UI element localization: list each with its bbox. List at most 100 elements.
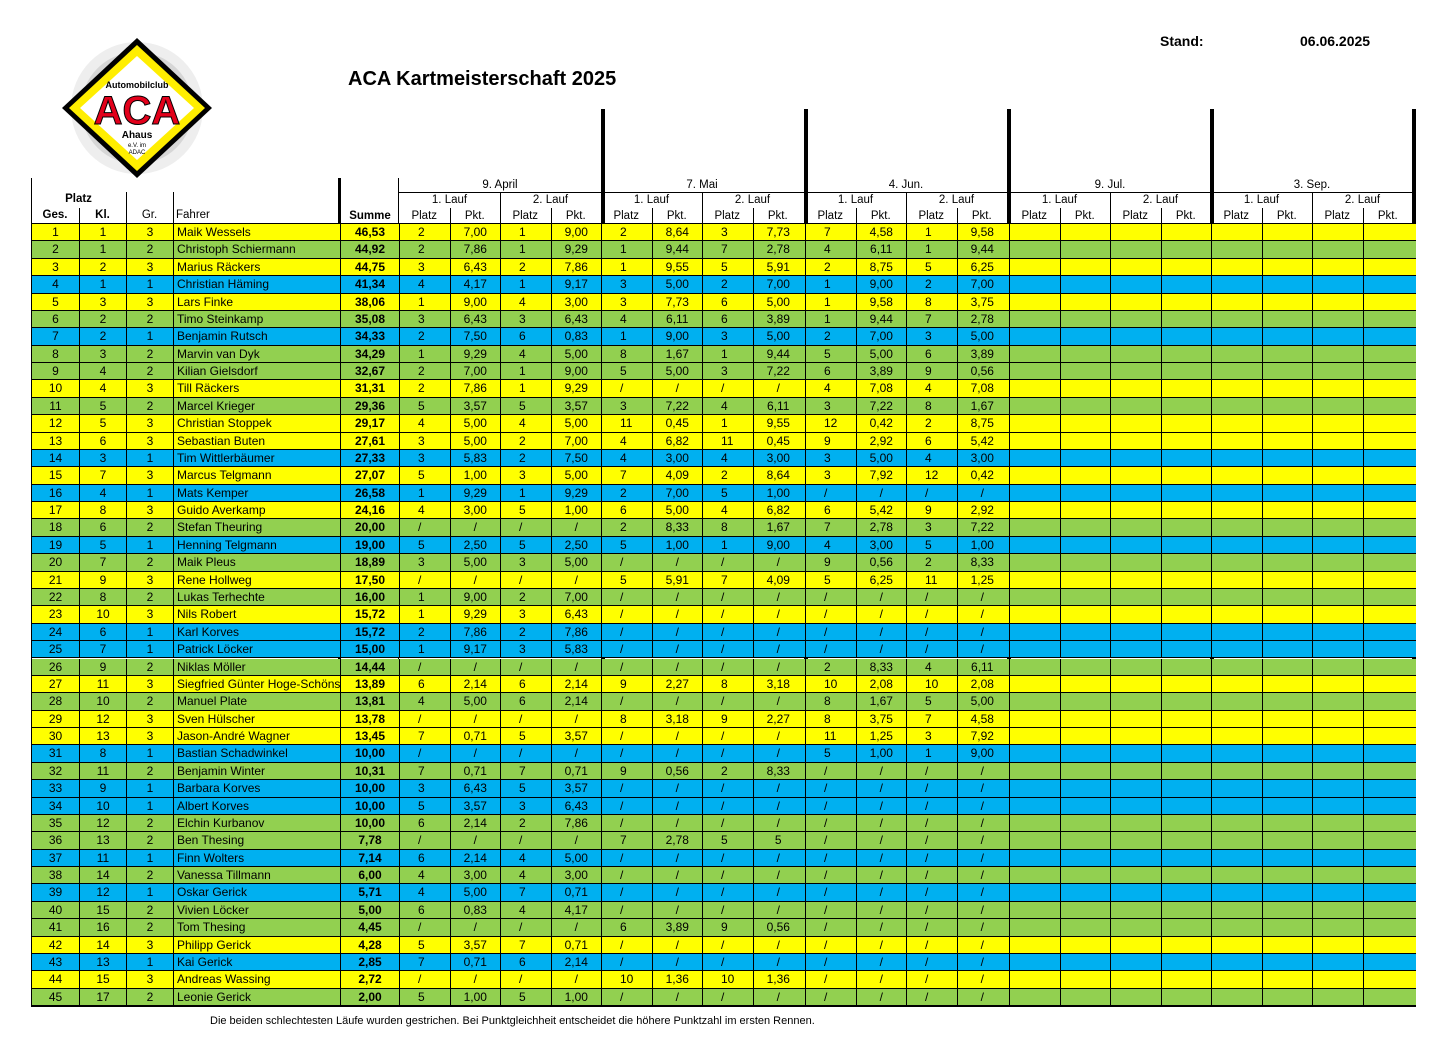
cell-event-4-platz [1009,363,1060,381]
cell-event-4-pkt [1160,936,1212,954]
cell-event-3-pkt: 3,00 [855,536,907,554]
grid-line [1160,208,1162,224]
cell-event-4-pkt [1160,519,1212,537]
cell-event-5-pkt [1261,971,1313,989]
cell-event-3-platz: 11 [906,571,957,589]
cell-event-1-platz: 5 [399,936,450,954]
cell-event-2-platz: 10 [702,971,753,989]
cell-event-4-pkt [1160,241,1212,259]
cell-name: Marvin van Dyk [173,345,340,363]
cell-event-1-platz: 6 [500,693,551,711]
cell-gr: 3 [126,415,173,433]
cell-event-3-pkt: / [956,641,1008,659]
cell-ges: 14 [31,449,79,467]
page-title: ACA Kartmeisterschaft 2025 [348,68,617,90]
cell-name: Maik Wessels [173,224,340,241]
cell-gr: 1 [126,797,173,815]
cell-event-2-platz: / [601,728,652,746]
cell-event-3-pkt: 4,58 [956,710,1008,728]
cell-event-4-pkt [1059,693,1111,711]
cell-gr: 2 [126,762,173,780]
cell-event-5-platz [1312,780,1363,798]
grid-line [31,223,1416,224]
table-row: 23 10 3 Nils Robert 15,72 1 9,29 3 6,43// / / / / / / [31,606,1416,624]
table-row: 12 5 3 Christian Stoppek 29,17 4 5,00 4 5,00 11 0,… [31,415,1416,433]
cell-event-1-platz: 1 [399,484,450,502]
cell-event-4-pkt [1160,814,1212,832]
cell-name: Timo Steinkamp [173,310,340,328]
cell-event-2-platz: 1 [601,328,652,346]
cell-event-1-pkt: 3,00 [550,867,602,885]
cell-event-5-pkt [1362,519,1414,537]
cell-event-2-pkt: / [752,988,804,1006]
cell-event-4-pkt [1160,867,1212,885]
cell-event-3-pkt: 2,08 [956,675,1008,693]
cell-event-5-platz [1312,363,1363,381]
cell-name: Vivien Löcker [173,901,340,919]
cell-event-3-platz: 5 [906,258,957,276]
cell-event-4-pkt [1059,276,1111,294]
cell-event-1-pkt: 5,00 [449,432,501,450]
cell-event-3-platz: 8 [805,710,856,728]
cell-event-5-pkt [1261,641,1313,659]
cell-event-4-platz [1009,623,1060,641]
cell-event-5-pkt [1261,310,1313,328]
cell-event-1-pkt: 5,00 [449,415,501,433]
cell-event-5-pkt [1261,797,1313,815]
cell-kl: 4 [79,484,126,502]
cell-event-4-platz [1110,432,1161,450]
cell-event-1-pkt: 3,00 [449,867,501,885]
cell-sum: 38,06 [340,293,399,311]
cell-event-2-pkt: 3,18 [651,710,703,728]
event-1-lauf2: 2. Lauf [532,194,569,206]
cell-kl: 2 [79,328,126,346]
cell-event-3-platz: 1 [906,241,957,259]
cell-event-4-pkt [1160,919,1212,937]
cell-event-5-platz [1312,554,1363,572]
cell-event-1-platz: / [500,832,551,850]
cell-event-5-pkt [1261,449,1313,467]
cell-event-5-platz [1211,936,1262,954]
cell-event-2-platz: / [702,953,753,971]
cell-event-1-platz: / [399,658,450,676]
table-row: 16 4 1 Mats Kemper 26,58 1 9,29 1 9,29 2 7,00 5 1,00… [31,484,1416,503]
cell-event-4-pkt [1059,380,1111,398]
table-row: 21 9 3 Rene Hollweg 17,50// //5 5,91 7 4,09 5 6,25… [31,571,1416,589]
cell-event-3-pkt: / [956,953,1008,971]
cell-event-5-pkt [1362,554,1414,572]
cell-name: Christoph Schiermann [173,241,340,259]
cell-event-2-platz: 9 [702,919,753,937]
cell-event-1-pkt: 6,43 [550,606,602,624]
cell-sum: 27,07 [340,467,399,485]
cell-event-2-platz: / [601,797,652,815]
cell-event-1-pkt: / [550,519,602,537]
cell-event-2-platz: / [702,901,753,919]
event-4-lauf1: 1. Lauf [1041,194,1078,206]
cell-event-3-platz: / [805,814,856,832]
cell-event-2-pkt: 0,56 [651,762,703,780]
cell-event-4-platz [1009,467,1060,485]
cell-ges: 40 [31,901,79,919]
cell-event-2-pkt: 8,33 [651,519,703,537]
cell-gr: 3 [126,293,173,311]
grid-line [1059,208,1061,224]
cell-event-2-pkt: 9,55 [752,415,804,433]
cell-event-1-platz: / [399,571,450,589]
cell-event-5-pkt [1362,432,1414,450]
cell-event-2-pkt: 5,91 [651,571,703,589]
grid-line [500,192,501,224]
cell-event-5-platz [1211,867,1262,885]
cell-event-5-platz [1211,988,1262,1006]
cell-event-1-pkt: 2,50 [449,536,501,554]
cell-event-2-pkt: / [752,936,804,954]
cell-event-4-pkt [1059,884,1111,902]
cell-event-5-platz [1211,363,1262,381]
event-1-platz-header: Platz [411,210,438,222]
cell-event-2-pkt: 6,82 [752,502,804,520]
cell-event-2-platz: / [702,693,753,711]
cell-event-1-platz: 7 [399,728,450,746]
cell-sum: 10,00 [340,814,399,832]
cell-event-1-platz: 2 [399,224,450,241]
cell-event-5-platz [1211,623,1262,641]
cell-event-1-platz: 2 [399,623,450,641]
